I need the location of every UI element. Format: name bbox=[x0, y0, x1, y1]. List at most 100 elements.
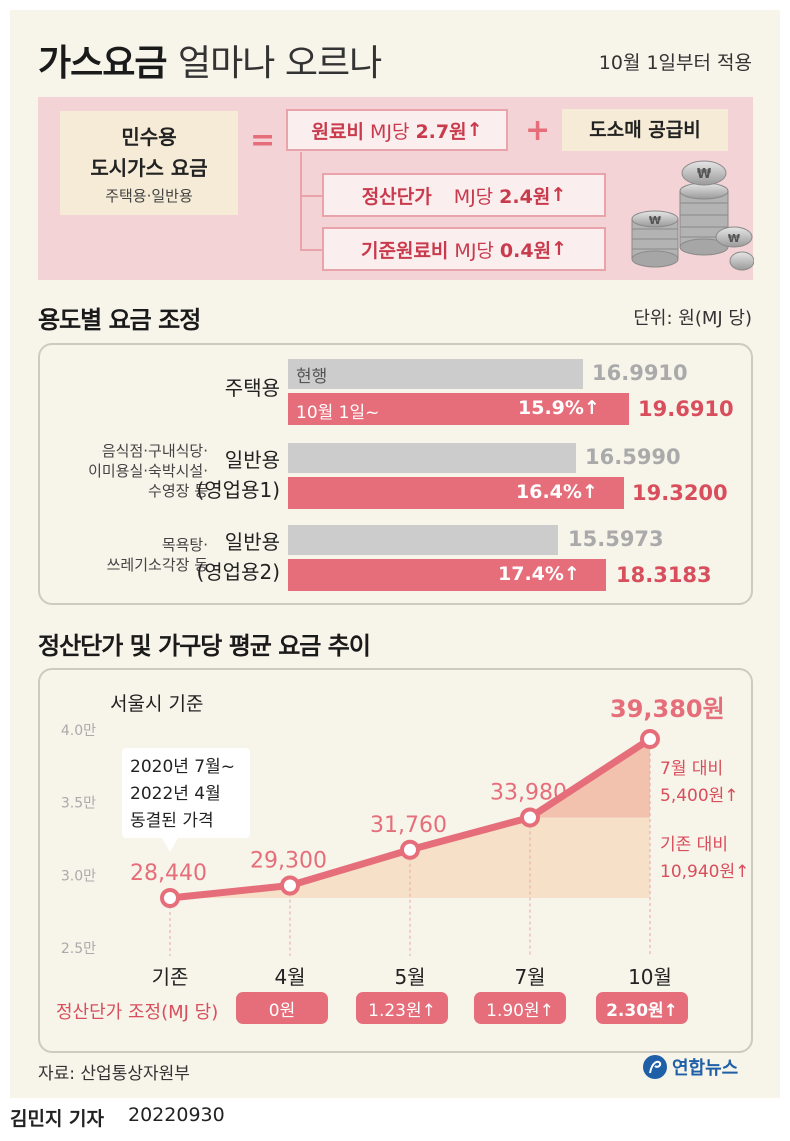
won-symbol: ₩ bbox=[697, 167, 712, 182]
usage-unit: 단위: 원(MJ 당) bbox=[633, 308, 752, 329]
equals-sign: = bbox=[250, 123, 276, 158]
drop-lines bbox=[169, 747, 651, 956]
trend-chart: 서울시 기준 2.5만 3.0만 3.5만 4.0만 28,440 29,300 31,7… bbox=[61, 693, 750, 989]
row1-current-bar bbox=[288, 359, 583, 389]
won-symbol: ₩ bbox=[728, 232, 740, 245]
publish-date: 20220930 bbox=[128, 1104, 225, 1126]
data-point bbox=[280, 875, 300, 896]
x-tick-label: 7월 bbox=[514, 965, 545, 989]
new-label: 10월 1일~ bbox=[296, 403, 380, 423]
row2-category: 일반용 bbox=[208, 447, 280, 474]
row1-current-value: 16.9910 bbox=[592, 361, 688, 385]
data-point bbox=[640, 729, 660, 750]
diff-base-line1: 기존 대비 bbox=[660, 835, 728, 855]
title-bold: 가스요금 bbox=[38, 43, 167, 84]
up-arrow-icon: ↑ bbox=[551, 238, 567, 260]
data-point bbox=[400, 839, 420, 860]
row2-category-sub: (영업용1) bbox=[196, 478, 280, 502]
footer: 김민지 기자 20220930 bbox=[10, 1098, 780, 1134]
x-axis-labels: 기존 4월 5월 7월 10월 bbox=[152, 965, 672, 989]
row2-name: 일반용 bbox=[224, 448, 280, 472]
yonhap-logo-icon bbox=[643, 1055, 667, 1079]
adjustment-pill: 1.90원↑ bbox=[474, 992, 566, 1024]
raw-cost-name: 원료비 bbox=[311, 120, 364, 143]
row3-new-bar bbox=[288, 559, 606, 591]
row2-current-value: 16.5990 bbox=[585, 445, 681, 469]
title-rest: 얼마나 오르나 bbox=[178, 43, 382, 84]
fee-formula: 민수용 도시가스 요금 주택용·일반용 = 원료비 MJ당 2.7원 ↑ + 도… bbox=[38, 97, 754, 280]
callout-line3: 동결된 가격 bbox=[130, 811, 214, 831]
connector-line bbox=[300, 249, 322, 251]
won-symbol: ₩ bbox=[649, 214, 661, 227]
y-tick-label: 3.0만 bbox=[61, 868, 96, 884]
byline: 김민지 기자 bbox=[10, 1108, 105, 1130]
current-label: 현행 bbox=[296, 367, 328, 387]
base-value: 0.4원 bbox=[499, 239, 552, 262]
row2-pct: 16.4%↑ bbox=[516, 481, 598, 503]
formula-left-box: 민수용 도시가스 요금 주택용·일반용 bbox=[60, 111, 238, 215]
row3-note-line1: 목욕탕· bbox=[161, 536, 208, 554]
value-label: 29,300 bbox=[250, 849, 327, 874]
diff-base-line2: 10,940원↑ bbox=[660, 862, 749, 882]
settle-unit: MJ당 bbox=[453, 185, 494, 208]
chart-basis: 서울시 기준 bbox=[110, 693, 203, 715]
plus-sign: + bbox=[525, 113, 551, 148]
frozen-price-callout: 2020년 7월~ 2022년 4월 동결된 가격 bbox=[122, 748, 250, 852]
settle-value: 2.4원 bbox=[499, 185, 551, 208]
y-tick-label: 3.5만 bbox=[61, 796, 96, 812]
adjustment-pill: 0원 bbox=[236, 992, 328, 1024]
row3-current-bar bbox=[288, 525, 558, 555]
row2-note-line3: 수영장 등 bbox=[148, 482, 208, 500]
data-point bbox=[160, 888, 180, 909]
row3-category: 일반용 bbox=[224, 530, 280, 554]
page-title: 가스요금 얼마나 오르나 bbox=[38, 34, 382, 86]
callout-line2: 2022년 4월 bbox=[130, 784, 221, 804]
settle-price-box: 정산단가 MJ당 2.4원 ↑ bbox=[322, 173, 606, 217]
diff-jul-line1: 7월 대비 bbox=[660, 759, 723, 779]
row2-note: 음식점·구내식당· 이미용실·숙박시설· 수영장 등 bbox=[40, 441, 208, 501]
row1-new-bar bbox=[288, 393, 629, 425]
raw-cost-unit: MJ당 bbox=[369, 120, 410, 143]
row1-new-value: 19.6910 bbox=[638, 397, 734, 421]
brand-name: 연합뉴스 bbox=[672, 1058, 739, 1079]
adjustment-pill: 1.23원↑ bbox=[356, 992, 448, 1024]
raw-cost-value: 2.7원 bbox=[415, 120, 467, 143]
value-label: 33,980 bbox=[490, 780, 567, 805]
x-tick-label: 기존 bbox=[152, 965, 189, 989]
adjustment-label: 정산단가 조정(MJ 당) bbox=[56, 1002, 219, 1023]
raw-cost-box: 원료비 MJ당 2.7원 ↑ bbox=[286, 109, 508, 151]
formula-left-line1: 민수용 bbox=[121, 125, 177, 149]
row3-pct: 17.4%↑ bbox=[498, 563, 580, 585]
source: 자료: 산업통상자원부 bbox=[38, 1064, 190, 1084]
row2-new-value: 19.3200 bbox=[632, 481, 728, 505]
settle-name: 정산단가 bbox=[361, 185, 432, 208]
y-tick-label: 2.5만 bbox=[61, 941, 96, 957]
row3-note-line2: 쓰레기소각장 등 bbox=[106, 556, 208, 574]
diff-jul-line2: 5,400원↑ bbox=[660, 786, 739, 806]
x-tick-label: 10월 bbox=[628, 965, 672, 989]
row2-note-line2: 이미용실·숙박시설· bbox=[88, 462, 208, 480]
up-arrow-icon: ↑ bbox=[466, 119, 483, 141]
y-axis: 2.5만 3.0만 3.5만 4.0만 bbox=[61, 723, 96, 957]
adjustment-pill: 2.30원↑ bbox=[596, 992, 688, 1024]
callout-line1: 2020년 7월~ bbox=[130, 757, 235, 777]
x-tick-label: 5월 bbox=[394, 965, 425, 989]
usage-panel: 주택용 현행 16.9910 10월 1일~ 15.9%↑ 19.6910 음식… bbox=[38, 343, 753, 605]
base-name: 기준원료비 bbox=[361, 239, 449, 262]
y-tick-label: 4.0만 bbox=[61, 723, 96, 739]
supply-cost-box: 도소매 공급비 bbox=[562, 109, 728, 151]
brand-logo: 연합뉴스 bbox=[642, 1054, 738, 1080]
trend-section-title: 정산단가 및 가구당 평균 요금 추이 bbox=[38, 632, 371, 660]
row3-new-value: 18.3183 bbox=[616, 563, 712, 587]
effective-date: 10월 1일부터 적용 bbox=[598, 52, 752, 74]
value-label: 39,380원 bbox=[610, 695, 725, 723]
row2-note-line1: 음식점·구내식당· bbox=[101, 442, 208, 460]
usage-section-title: 용도별 요금 조정 bbox=[38, 306, 201, 334]
row3-category-sub: (영업용2) bbox=[196, 560, 280, 584]
base-cost-box: 기준원료비 MJ당 0.4원 ↑ bbox=[322, 227, 606, 271]
coin-stack-icon: ₩ ₩ ₩ bbox=[631, 160, 754, 271]
row2-current-bar bbox=[288, 443, 576, 473]
value-label: 28,440 bbox=[130, 861, 207, 886]
formula-left-line2: 도시가스 요금 bbox=[90, 156, 208, 180]
base-unit: MJ당 bbox=[454, 239, 494, 262]
